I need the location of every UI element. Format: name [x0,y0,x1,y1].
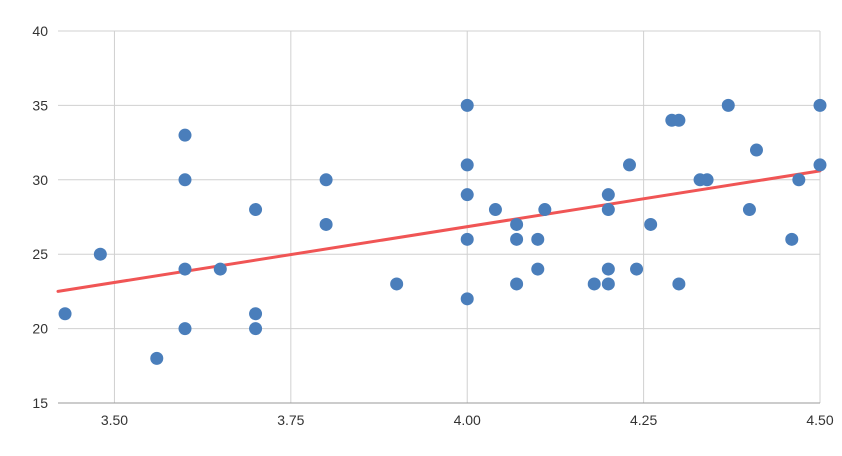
data-point [510,277,524,291]
x-tick-label: 3.50 [101,412,128,428]
data-point [249,307,263,321]
data-point [742,203,756,217]
data-point [672,277,686,291]
data-points [58,98,827,365]
y-tick-label: 35 [32,97,48,113]
y-tick-labels: 15 20 25 30 35 40 [32,23,48,411]
data-point [390,277,404,291]
y-tick-label: 30 [32,172,48,188]
data-point [460,158,474,172]
data-point [813,98,827,112]
data-point [460,98,474,112]
data-point [249,203,263,217]
data-point [58,307,72,321]
data-point [601,203,615,217]
data-point [178,262,192,276]
data-point [601,277,615,291]
data-point [792,173,806,187]
trendline [56,169,822,293]
data-point [178,173,192,187]
data-point [488,203,502,217]
data-point [531,262,545,276]
data-point [672,113,686,127]
data-point [510,217,524,231]
x-tick-label: 4.00 [454,412,481,428]
data-point [213,262,227,276]
y-tick-label: 40 [32,23,48,39]
data-point [460,292,474,306]
data-point [587,277,601,291]
y-tick-label: 15 [32,395,48,411]
data-point [531,232,545,246]
data-point [460,188,474,202]
data-point [644,217,658,231]
data-point [178,322,192,336]
data-point [785,232,799,246]
data-point [623,158,636,172]
x-tick-labels: 3.50 3.75 4.00 4.25 4.50 [101,412,834,428]
x-tick-label: 4.25 [630,412,657,428]
data-point [601,262,615,276]
data-point [460,232,474,246]
data-point [721,98,735,112]
x-tick-label: 3.75 [277,412,304,428]
data-point [93,247,107,261]
data-point [750,143,763,157]
data-point [319,173,333,187]
data-point [630,262,644,276]
y-tick-label: 25 [32,246,48,262]
data-point [319,217,333,231]
data-point [178,128,192,142]
grid-lines [58,30,821,403]
data-point [150,351,164,365]
data-point [538,203,552,217]
data-point [510,232,524,246]
data-point [601,188,615,202]
data-point [700,173,714,187]
data-point [249,322,263,336]
data-point [813,158,827,172]
trendline-group [56,169,822,293]
y-tick-label: 20 [32,321,48,337]
x-tick-label: 4.50 [806,412,833,428]
